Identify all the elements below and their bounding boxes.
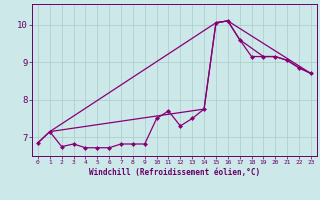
X-axis label: Windchill (Refroidissement éolien,°C): Windchill (Refroidissement éolien,°C) bbox=[89, 168, 260, 177]
